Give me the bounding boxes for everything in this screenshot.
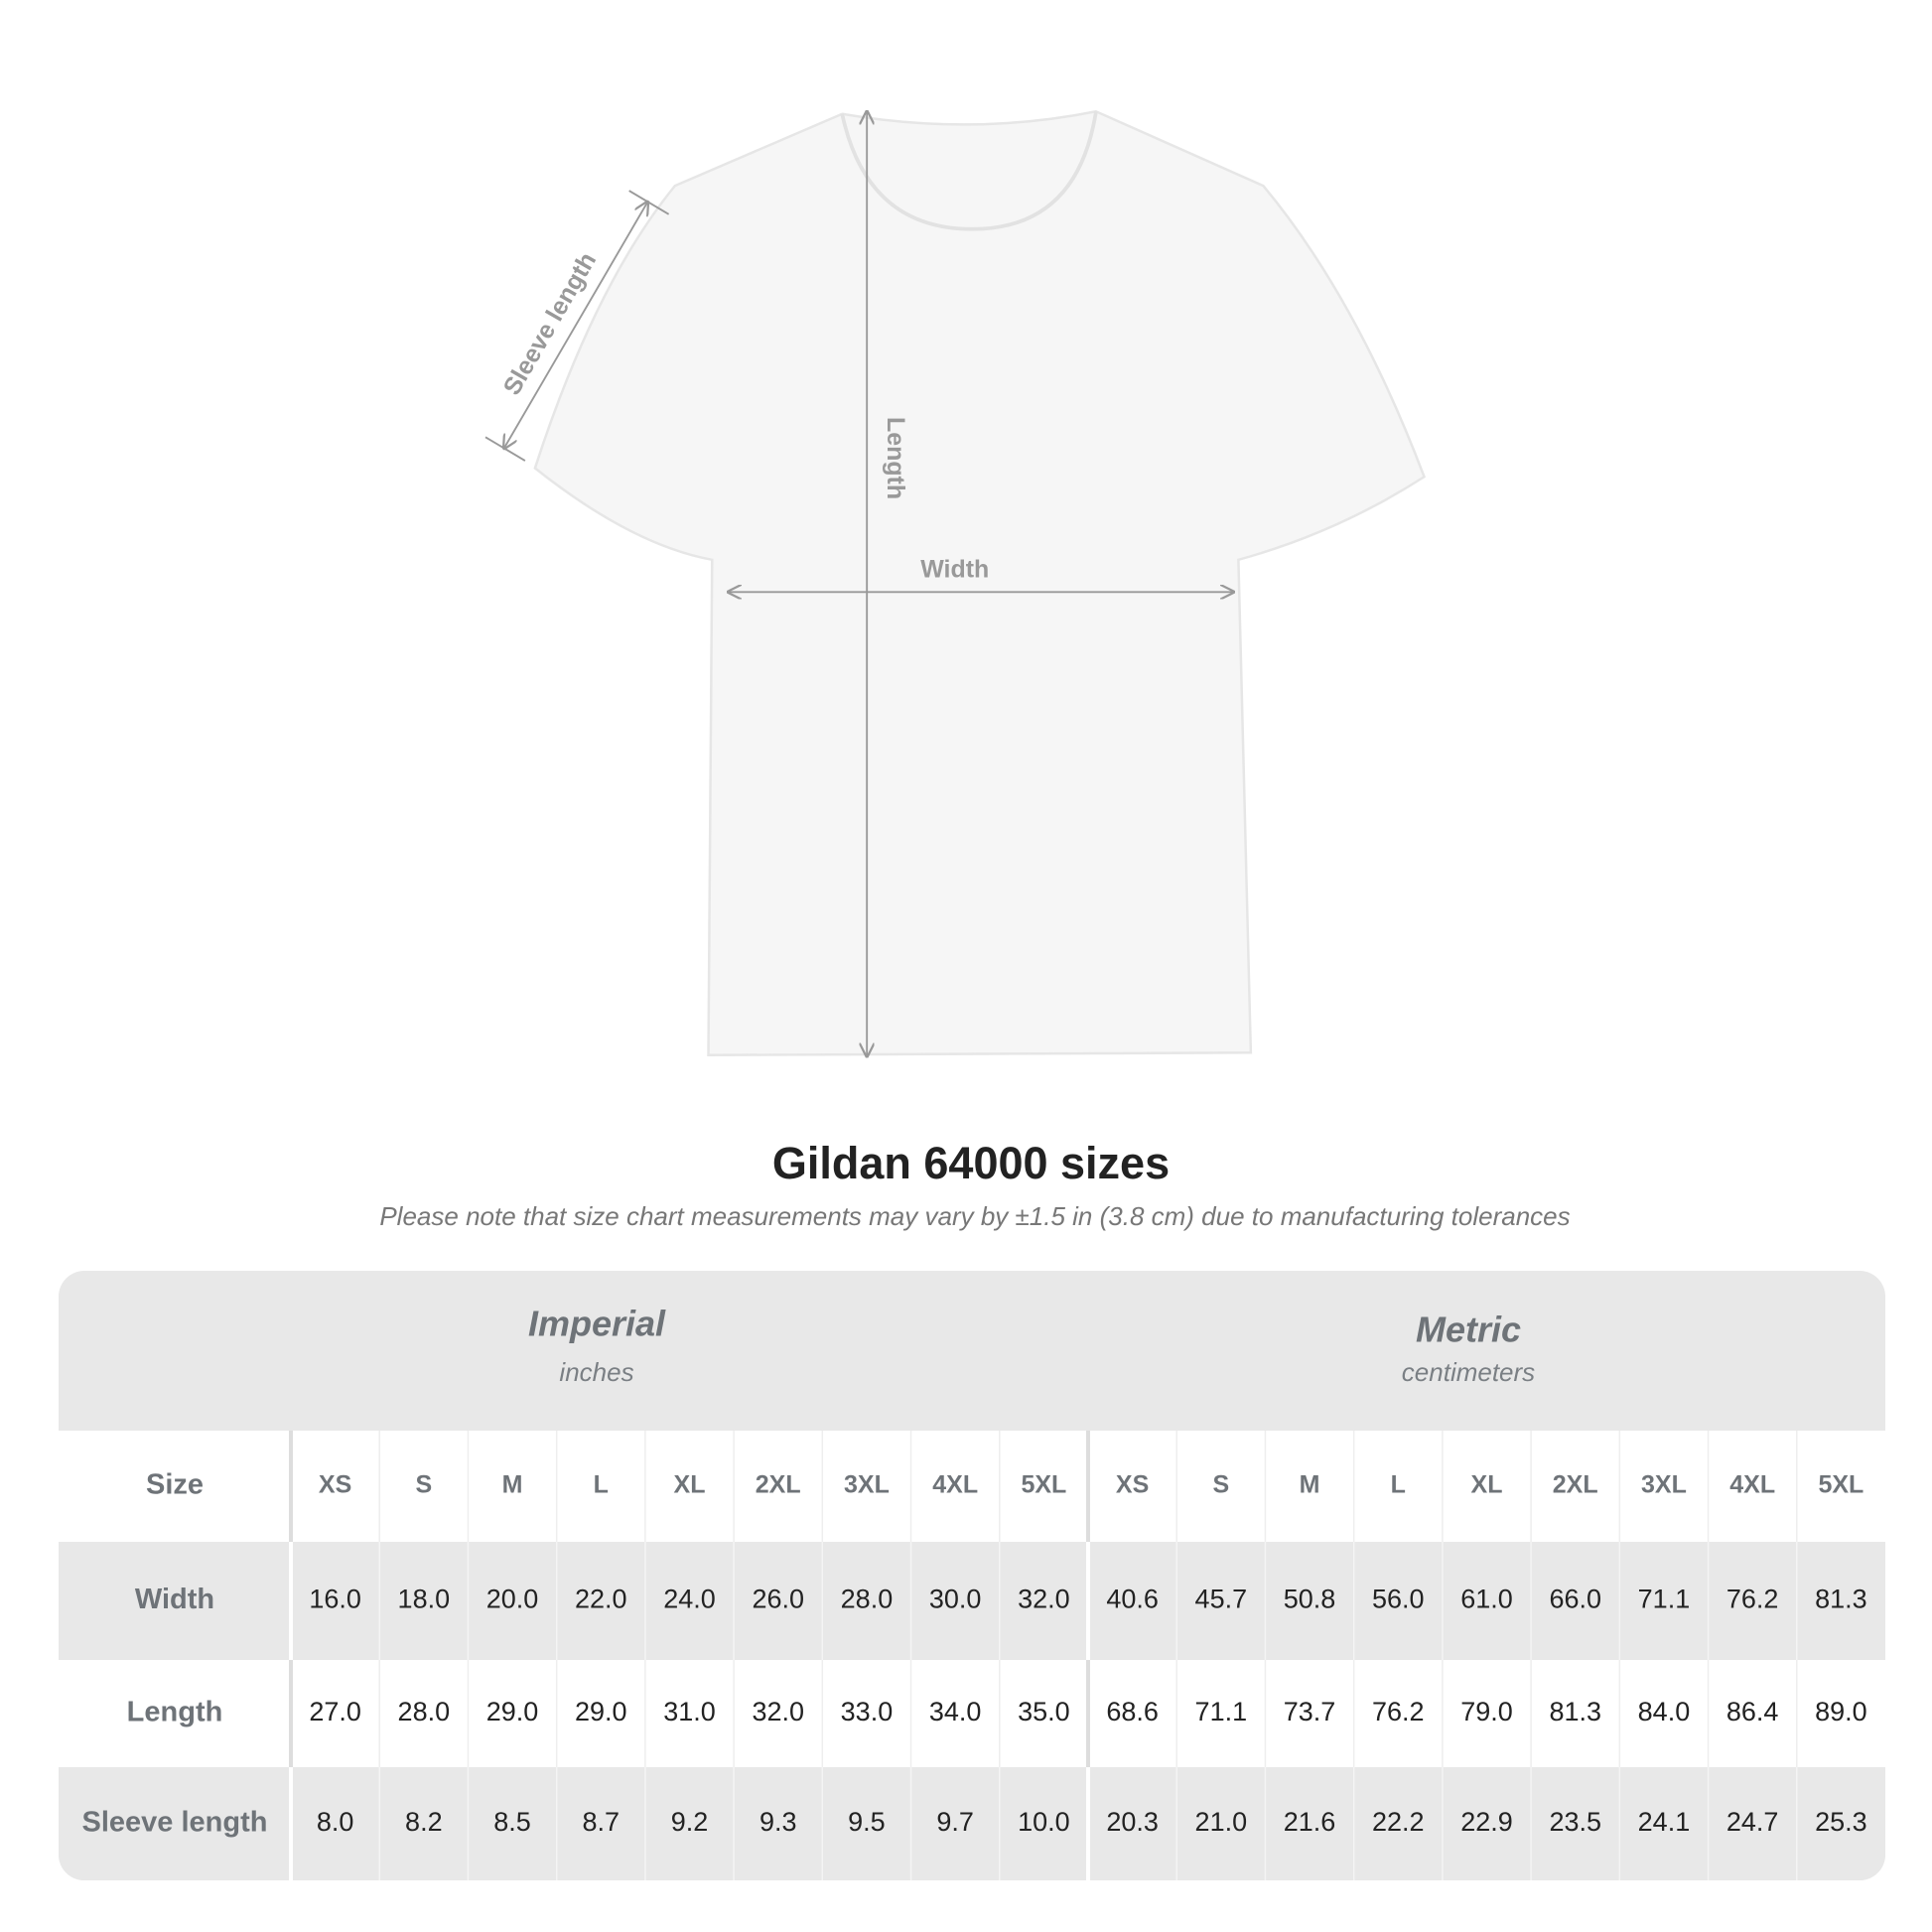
cell-value: 86.4	[1726, 1697, 1779, 1726]
group-unit: inches	[559, 1357, 633, 1387]
cell-value: 26.0	[752, 1585, 804, 1614]
size-header: M	[502, 1471, 523, 1499]
cell-value: 30.0	[929, 1585, 982, 1614]
cell-value: 89.0	[1815, 1697, 1867, 1726]
group-unit: centimeters	[1402, 1357, 1535, 1387]
cell-value: 32.0	[752, 1697, 804, 1726]
size-table: Imperial inches Metric centimeters Size XS S M L…	[59, 1271, 1885, 1880]
cell-value: 84.0	[1638, 1697, 1691, 1726]
cell-value: 25.3	[1815, 1807, 1867, 1837]
table-row	[59, 1767, 1885, 1880]
cell-value: 20.3	[1106, 1807, 1159, 1837]
size-header: L	[1391, 1471, 1406, 1499]
sleeve-tick	[484, 436, 526, 462]
cell-value: 66.0	[1549, 1585, 1601, 1614]
cell-value: 8.2	[405, 1807, 443, 1837]
cell-value: 18.0	[398, 1585, 451, 1614]
cell-value: 71.1	[1638, 1585, 1691, 1614]
size-header: XS	[319, 1471, 351, 1499]
size-header: S	[415, 1471, 432, 1499]
cell-value: 35.0	[1018, 1697, 1070, 1726]
size-header: S	[1212, 1471, 1229, 1499]
group-title: Imperial	[528, 1304, 666, 1344]
size-header: 2XL	[756, 1471, 801, 1499]
cell-value: 8.5	[493, 1807, 531, 1837]
size-header: 5XL	[1021, 1471, 1066, 1499]
cell-value: 76.2	[1372, 1697, 1425, 1726]
size-header: 4XL	[932, 1471, 978, 1499]
cell-value: 9.2	[671, 1807, 709, 1837]
length-label: Length	[882, 417, 909, 499]
cell-value: 73.7	[1284, 1697, 1336, 1726]
width-label: Width	[920, 556, 989, 584]
cell-value: 31.0	[663, 1697, 716, 1726]
cell-value: 71.1	[1195, 1697, 1248, 1726]
cell-value: 50.8	[1284, 1585, 1336, 1614]
row-label: Length	[127, 1697, 223, 1728]
cell-value: 21.0	[1195, 1807, 1248, 1837]
cell-value: 10.0	[1018, 1807, 1070, 1837]
sleeve-tick	[628, 190, 670, 215]
cell-value: 81.3	[1549, 1697, 1601, 1726]
size-header: 4XL	[1729, 1471, 1775, 1499]
size-header: 5XL	[1818, 1471, 1863, 1499]
size-header: L	[594, 1471, 609, 1499]
cell-value: 61.0	[1460, 1585, 1513, 1614]
cell-value: 29.0	[486, 1697, 539, 1726]
table-row	[59, 1431, 1885, 1542]
cell-value: 22.0	[575, 1585, 627, 1614]
cell-value: 33.0	[841, 1697, 894, 1726]
cell-value: 8.7	[583, 1807, 621, 1837]
cell-value: 23.5	[1549, 1807, 1601, 1837]
cell-value: 24.7	[1726, 1807, 1779, 1837]
cell-value: 81.3	[1815, 1585, 1867, 1614]
group-title: Metric	[1416, 1310, 1521, 1350]
table-row	[59, 1542, 1885, 1660]
cell-value: 9.3	[759, 1807, 797, 1837]
size-header: XS	[1116, 1471, 1149, 1499]
cell-value: 32.0	[1018, 1585, 1070, 1614]
cell-value: 29.0	[575, 1697, 627, 1726]
note: Please note that size chart measurements…	[379, 1201, 1570, 1231]
size-header: 3XL	[1641, 1471, 1687, 1499]
cell-value: 34.0	[929, 1697, 982, 1726]
title: Gildan 64000 sizes	[772, 1138, 1170, 1188]
size-header: XL	[674, 1471, 706, 1499]
cell-value: 24.0	[663, 1585, 716, 1614]
cell-value: 9.7	[936, 1807, 974, 1837]
cell-value: 22.9	[1460, 1807, 1513, 1837]
cell-value: 9.5	[848, 1807, 886, 1837]
cell-value: 79.0	[1460, 1697, 1513, 1726]
size-header: XL	[1471, 1471, 1503, 1499]
size-header: 3XL	[844, 1471, 890, 1499]
cell-value: 16.0	[309, 1585, 361, 1614]
shirt-diagram: Width Length Sleeve length	[484, 111, 1427, 1056]
cell-value: 76.2	[1726, 1585, 1779, 1614]
cell-value: 28.0	[841, 1585, 894, 1614]
cell-value: 21.6	[1284, 1807, 1336, 1837]
cell-value: 8.0	[317, 1807, 354, 1837]
row-label: Sleeve length	[82, 1807, 268, 1839]
sleeve-arrow	[504, 202, 648, 448]
cell-value: 56.0	[1372, 1585, 1425, 1614]
cell-value: 20.0	[486, 1585, 539, 1614]
cell-value: 68.6	[1106, 1697, 1159, 1726]
cell-value: 45.7	[1195, 1585, 1248, 1614]
cell-value: 22.2	[1372, 1807, 1425, 1837]
size-header: 2XL	[1553, 1471, 1598, 1499]
table-row	[59, 1660, 1885, 1767]
cell-value: 28.0	[398, 1697, 451, 1726]
cell-value: 24.1	[1638, 1807, 1691, 1837]
size-header: M	[1300, 1471, 1320, 1499]
cell-value: 27.0	[309, 1697, 361, 1726]
cell-value: 40.6	[1106, 1585, 1159, 1614]
row-label: Width	[135, 1584, 214, 1615]
row-label: Size	[146, 1469, 204, 1501]
